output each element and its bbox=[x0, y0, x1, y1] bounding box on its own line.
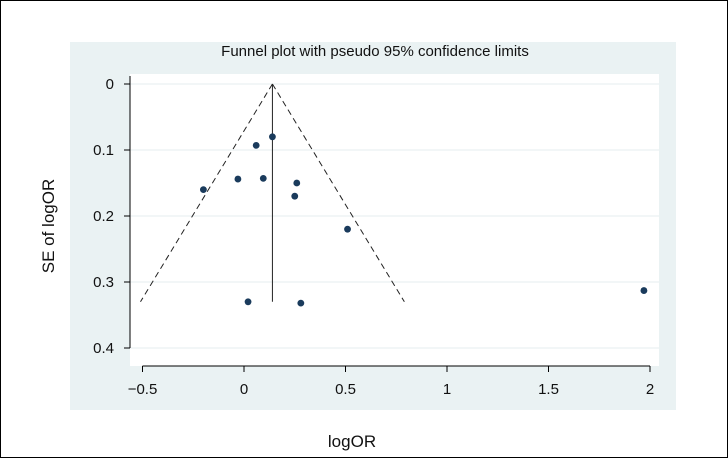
y-tick-label-0: 0 bbox=[106, 76, 114, 93]
y-tick-label-1: 0.1 bbox=[93, 142, 114, 159]
x-tick-label-3: 1 bbox=[443, 381, 451, 398]
data-point-4 bbox=[269, 133, 276, 141]
data-point-8 bbox=[244, 298, 252, 306]
plot-area bbox=[130, 74, 659, 366]
data-point-2 bbox=[252, 141, 260, 149]
ci-limit-right bbox=[271, 83, 405, 303]
y-tick-label-4: 0.4 bbox=[93, 340, 114, 357]
gridlines bbox=[130, 83, 659, 349]
x-tick-label-2: 0.5 bbox=[335, 381, 356, 398]
data-point-9 bbox=[297, 299, 305, 307]
x-tick-label-0: −0.5 bbox=[128, 381, 158, 398]
data-point-10 bbox=[640, 287, 648, 294]
ci-limit-left bbox=[140, 83, 273, 303]
x-tick-label-5: 2 bbox=[646, 381, 654, 398]
x-tick-label-4: 1.5 bbox=[538, 381, 559, 398]
data-point-5 bbox=[291, 192, 299, 200]
chart-title: Funnel plot with pseudo 95% confidence l… bbox=[221, 43, 529, 60]
data-points bbox=[200, 133, 648, 307]
x-axis-label: logOR bbox=[328, 432, 376, 451]
data-point-0 bbox=[200, 186, 207, 194]
y-axis-label: SE of logOR bbox=[39, 179, 58, 274]
data-point-7 bbox=[344, 225, 351, 233]
data-point-3 bbox=[259, 174, 267, 182]
axes: 0 0.1 0.2 0.3 0.4 −0.5 0 0.5 1 1.5 2 bbox=[93, 76, 654, 398]
y-tick-label-3: 0.3 bbox=[93, 274, 114, 291]
y-tick-label-2: 0.2 bbox=[93, 208, 114, 225]
data-point-6 bbox=[293, 179, 301, 187]
x-tick-label-1: 0 bbox=[240, 381, 248, 398]
confidence-limits bbox=[140, 83, 405, 303]
data-point-1 bbox=[234, 175, 242, 183]
